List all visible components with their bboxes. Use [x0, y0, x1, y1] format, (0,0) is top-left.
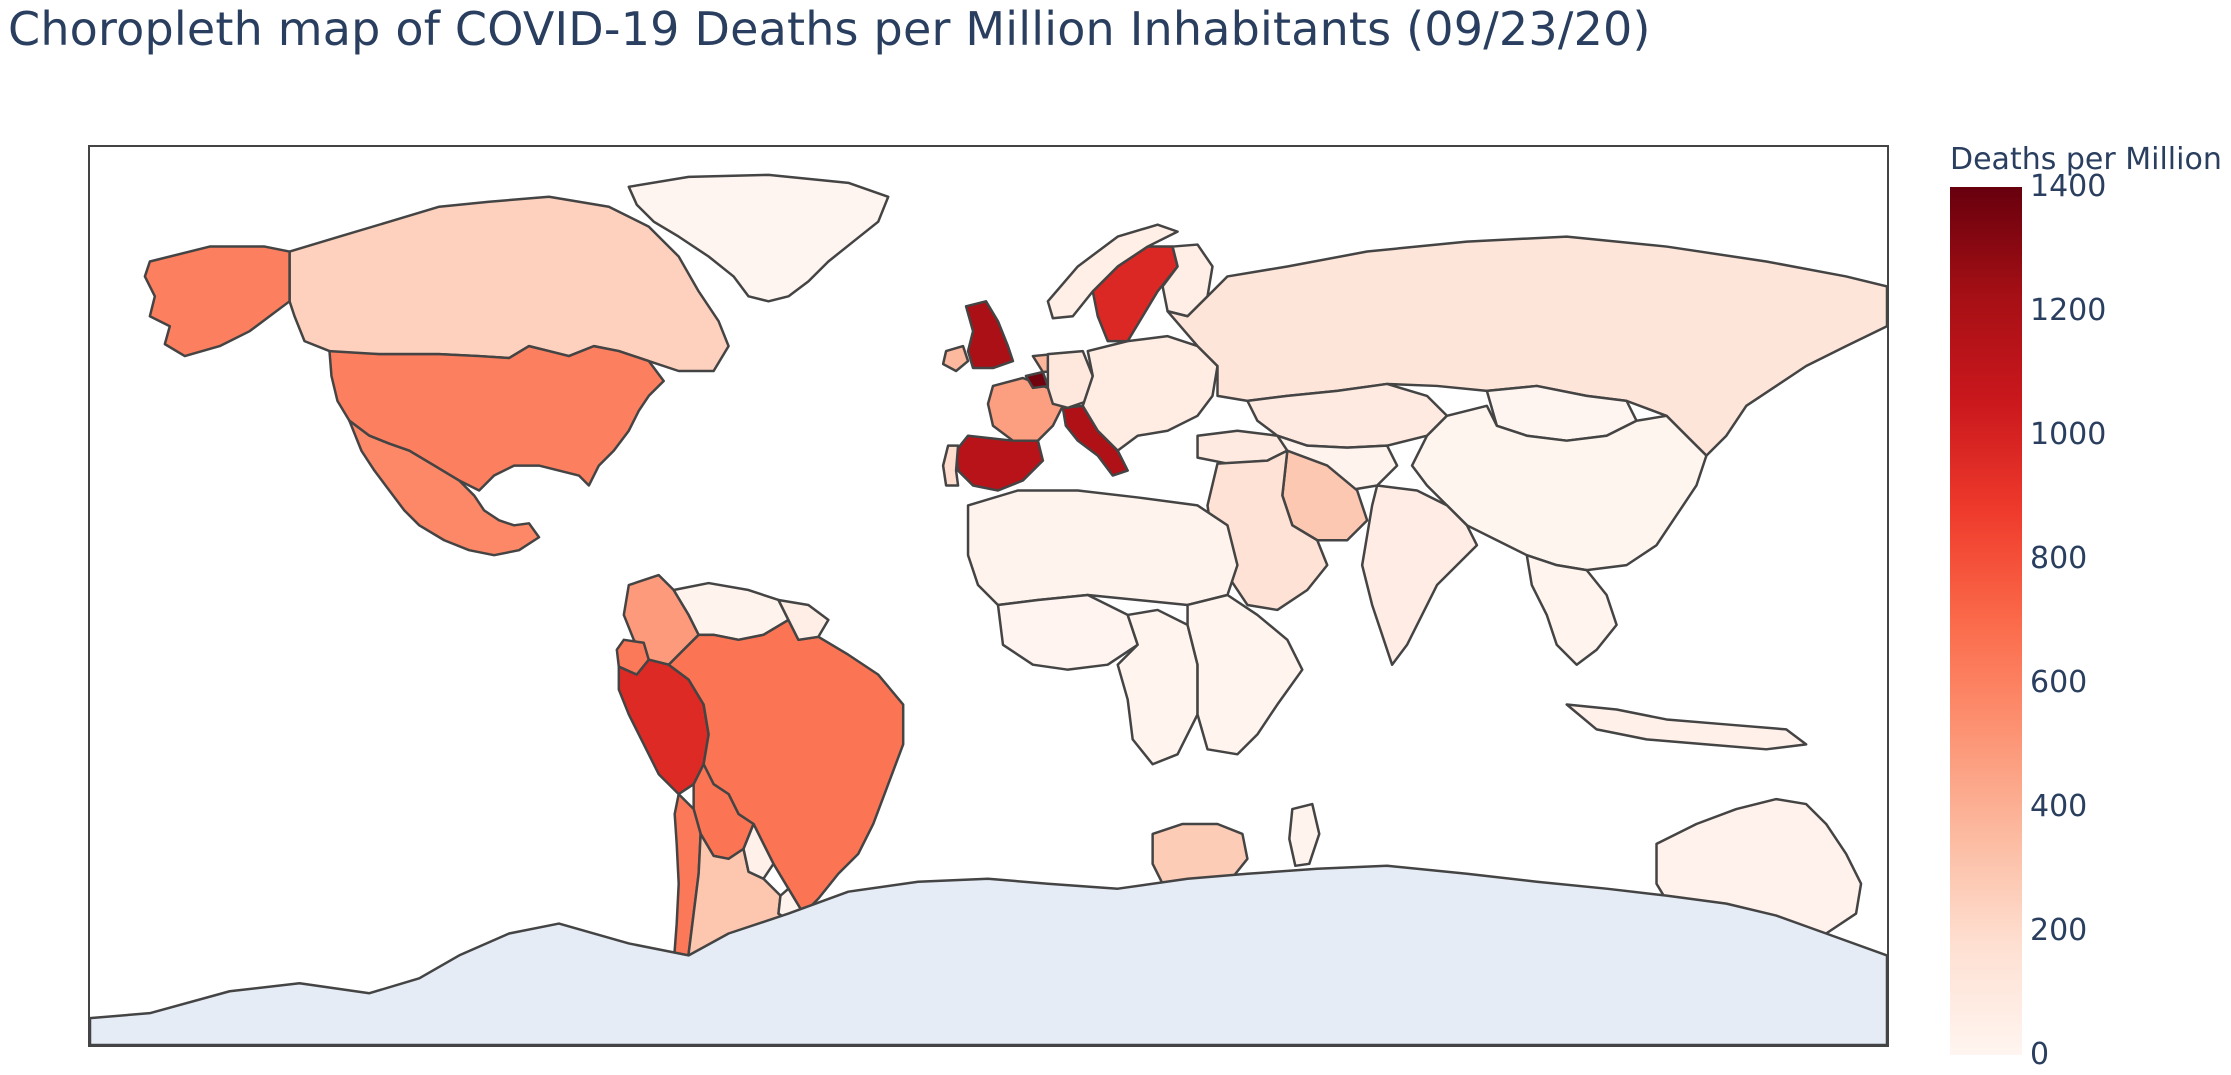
colorbar-ticks: 1400 1200 1000 800 600 400 200 0	[2030, 172, 2210, 1070]
region-guianas[interactable]: Guianas	[777, 598, 830, 642]
region-germany[interactable]: Germany	[1046, 349, 1095, 410]
region-india[interactable]: India	[1360, 484, 1479, 666]
colorbar-tick-800: 800	[2030, 541, 2088, 576]
region-spain[interactable]: Spain	[954, 434, 1045, 492]
colorbar-tick-200: 200	[2030, 913, 2088, 948]
region-antarctica[interactable]: Antarctica	[90, 864, 1887, 1045]
colorbar-gradient	[1950, 187, 2022, 1055]
region-norway[interactable]: Norway	[1046, 223, 1179, 320]
page-title: Choropleth map of COVID-19 Deaths per Mi…	[8, 2, 1651, 56]
region-paraguay[interactable]: Paraguay	[742, 822, 775, 880]
colorbar-tick-600: 600	[2030, 665, 2088, 700]
colorbar-tick-0: 0	[2030, 1037, 2050, 1072]
region-greenland[interactable]: Greenland	[627, 173, 890, 303]
region-madagascar[interactable]: Madagascar	[1288, 802, 1321, 868]
region-ireland[interactable]: Ireland	[941, 344, 970, 373]
region-mexico[interactable]: Mexico	[348, 419, 541, 557]
colorbar-title: Deaths per Million	[1950, 142, 2222, 177]
colorbar-tick-400: 400	[2030, 789, 2088, 824]
region-east-africa[interactable]: East Africa	[1186, 593, 1304, 756]
colorbar-tick-1000: 1000	[2030, 417, 2107, 452]
region-eastern-europe[interactable]: Eastern Europe	[1081, 334, 1219, 452]
region-north-africa[interactable]: North Africa	[966, 489, 1239, 607]
map-frame[interactable]: CanadaAlaska (United States)United State…	[88, 145, 1889, 1047]
colorbar-tick-1200: 1200	[2030, 293, 2107, 328]
colorbar	[1950, 187, 2022, 1055]
world-map[interactable]: CanadaAlaska (United States)United State…	[90, 147, 1887, 1045]
region-west-africa[interactable]: West Africa	[996, 593, 1139, 671]
region-southeast-asia[interactable]: Southeast Asia	[1525, 553, 1618, 666]
region-central-africa[interactable]: Central Africa	[1116, 608, 1199, 766]
region-indonesia[interactable]: Indonesia	[1565, 703, 1808, 751]
region-united-kingdom[interactable]: United Kingdom	[964, 300, 1015, 370]
region-portugal[interactable]: Portugal	[941, 444, 960, 487]
colorbar-tick-1400: 1400	[2030, 169, 2107, 204]
region-alaska-united-states[interactable]: Alaska (United States)	[143, 245, 291, 358]
